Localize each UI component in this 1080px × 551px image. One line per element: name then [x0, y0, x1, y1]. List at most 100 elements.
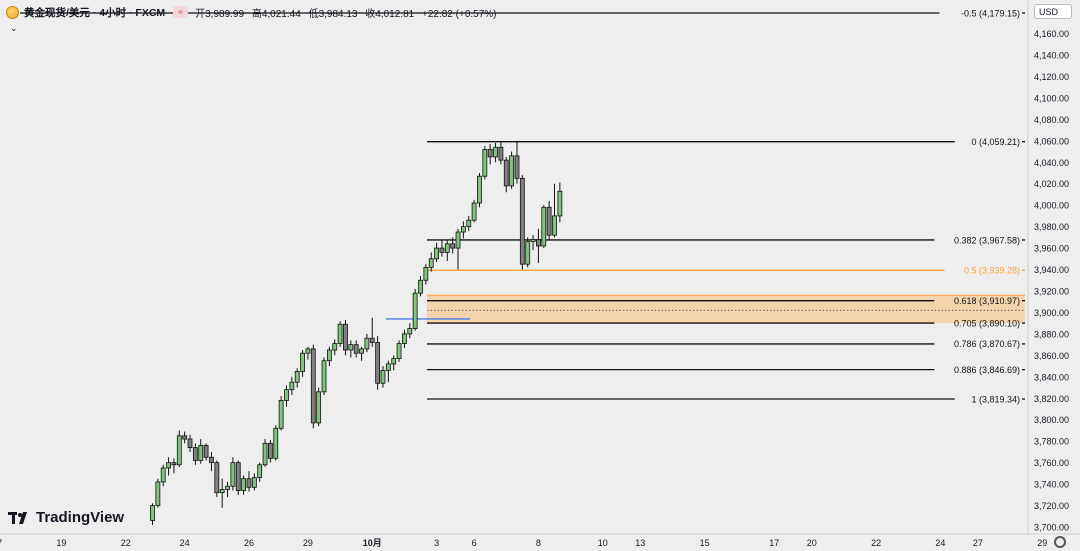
candle-body: [251, 477, 257, 488]
candle-body: [530, 239, 536, 243]
candle-body: [546, 206, 552, 236]
candle: [487, 144, 493, 165]
candle: [176, 430, 182, 467]
candle: [192, 443, 198, 465]
candle: [348, 340, 354, 358]
close-value: 4,012.81: [375, 8, 415, 20]
y-tick-label: 3,880.00: [1034, 329, 1069, 339]
candle-body: [418, 279, 423, 294]
candle: [219, 478, 225, 508]
candle: [225, 481, 230, 497]
candle: [182, 431, 188, 444]
candle-body: [375, 342, 381, 384]
candle: [359, 346, 364, 361]
candle: [375, 336, 381, 390]
candle: [493, 142, 498, 163]
y-tick-label: 3,740.00: [1034, 480, 1069, 490]
candle-body: [385, 363, 391, 371]
candle: [209, 451, 214, 472]
candle-body: [450, 243, 456, 249]
candle: [466, 215, 472, 231]
candle: [160, 464, 166, 487]
candle-body: [214, 462, 220, 494]
candle-body: [198, 445, 204, 461]
symbol-title[interactable]: 黄金现货/美元 · 4小时 · FXCM: [24, 6, 166, 19]
candle: [343, 319, 348, 356]
candle: [455, 228, 461, 270]
x-tick-label: 3: [434, 538, 439, 548]
candle-body: [428, 258, 434, 268]
candle-body: [278, 400, 284, 429]
candle-body: [536, 239, 541, 247]
candle-body: [182, 435, 188, 440]
candle: [326, 346, 332, 367]
candle-body: [402, 333, 407, 344]
gear-icon[interactable]: [1054, 536, 1066, 548]
gold-symbol-icon: [6, 5, 19, 19]
candle: [391, 355, 397, 371]
candle-body: [439, 247, 445, 253]
candle-body: [316, 391, 322, 424]
candle-body: [396, 343, 402, 359]
candle-body: [525, 241, 531, 265]
candle: [385, 360, 391, 383]
candle: [300, 349, 305, 377]
y-tick-label: 3,780.00: [1034, 437, 1069, 447]
candle-body: [343, 323, 348, 351]
candle-body: [332, 343, 338, 351]
candle: [552, 183, 557, 238]
candle: [418, 275, 423, 297]
candle-body: [455, 231, 461, 249]
x-tick-label: 24: [180, 538, 190, 548]
candle-body: [477, 175, 482, 204]
candle: [519, 175, 525, 270]
chevron-down-icon[interactable]: ⌄: [10, 23, 18, 33]
x-tick-label: 19: [56, 538, 66, 548]
candle-body: [353, 344, 359, 354]
candle-body: [273, 427, 279, 459]
brand-name: TradingView: [36, 509, 125, 526]
candle-body: [552, 215, 557, 236]
candle-body: [407, 328, 413, 335]
candle: [166, 457, 171, 476]
fib-label-1: 1 (3,819.34): [971, 394, 1020, 404]
tradingview-logo-icon: [8, 511, 27, 524]
candle: [155, 478, 161, 508]
candle: [332, 339, 338, 356]
candle-body: [326, 349, 332, 362]
fib-label-0.5: 0.5 (3,939.28): [964, 266, 1020, 276]
candle-body: [262, 442, 268, 466]
change-value: +22.82 (+0.57%): [422, 8, 497, 20]
candle: [257, 462, 263, 482]
x-tick-label: 10月: [363, 538, 382, 548]
candle-body: [241, 478, 247, 491]
candle: [482, 146, 488, 180]
candle-body: [434, 247, 439, 260]
x-tick-label: 13: [635, 538, 645, 548]
candle-body: [284, 389, 289, 401]
candle: [278, 396, 284, 431]
candle-body: [305, 348, 311, 354]
candle: [503, 156, 509, 193]
candle-body: [541, 206, 547, 247]
candle-body: [498, 146, 504, 161]
candle-body: [471, 202, 477, 221]
y-tick-label: 4,100.00: [1034, 93, 1069, 103]
candle: [444, 239, 450, 261]
symbol-tag[interactable]: ≈: [173, 6, 189, 18]
chart-header: 黄金现货/美元 · 4小时 · FXCM ≈ 开3,989.99 高4,021.…: [0, 0, 1025, 24]
candle: [198, 439, 204, 464]
y-tick-label: 4,140.00: [1034, 50, 1069, 60]
currency-selector[interactable]: USD: [1034, 4, 1072, 19]
candle: [251, 473, 257, 491]
candle: [434, 242, 439, 263]
candle: [428, 252, 434, 272]
low-value: 3,984.13: [318, 8, 358, 20]
candle-body: [187, 438, 193, 449]
y-tick-label: 3,820.00: [1034, 394, 1069, 404]
high-value: 4,021.44: [261, 8, 301, 20]
candle: [525, 237, 531, 268]
y-tick-label: 3,920.00: [1034, 286, 1069, 296]
y-tick-label: 3,720.00: [1034, 501, 1069, 511]
